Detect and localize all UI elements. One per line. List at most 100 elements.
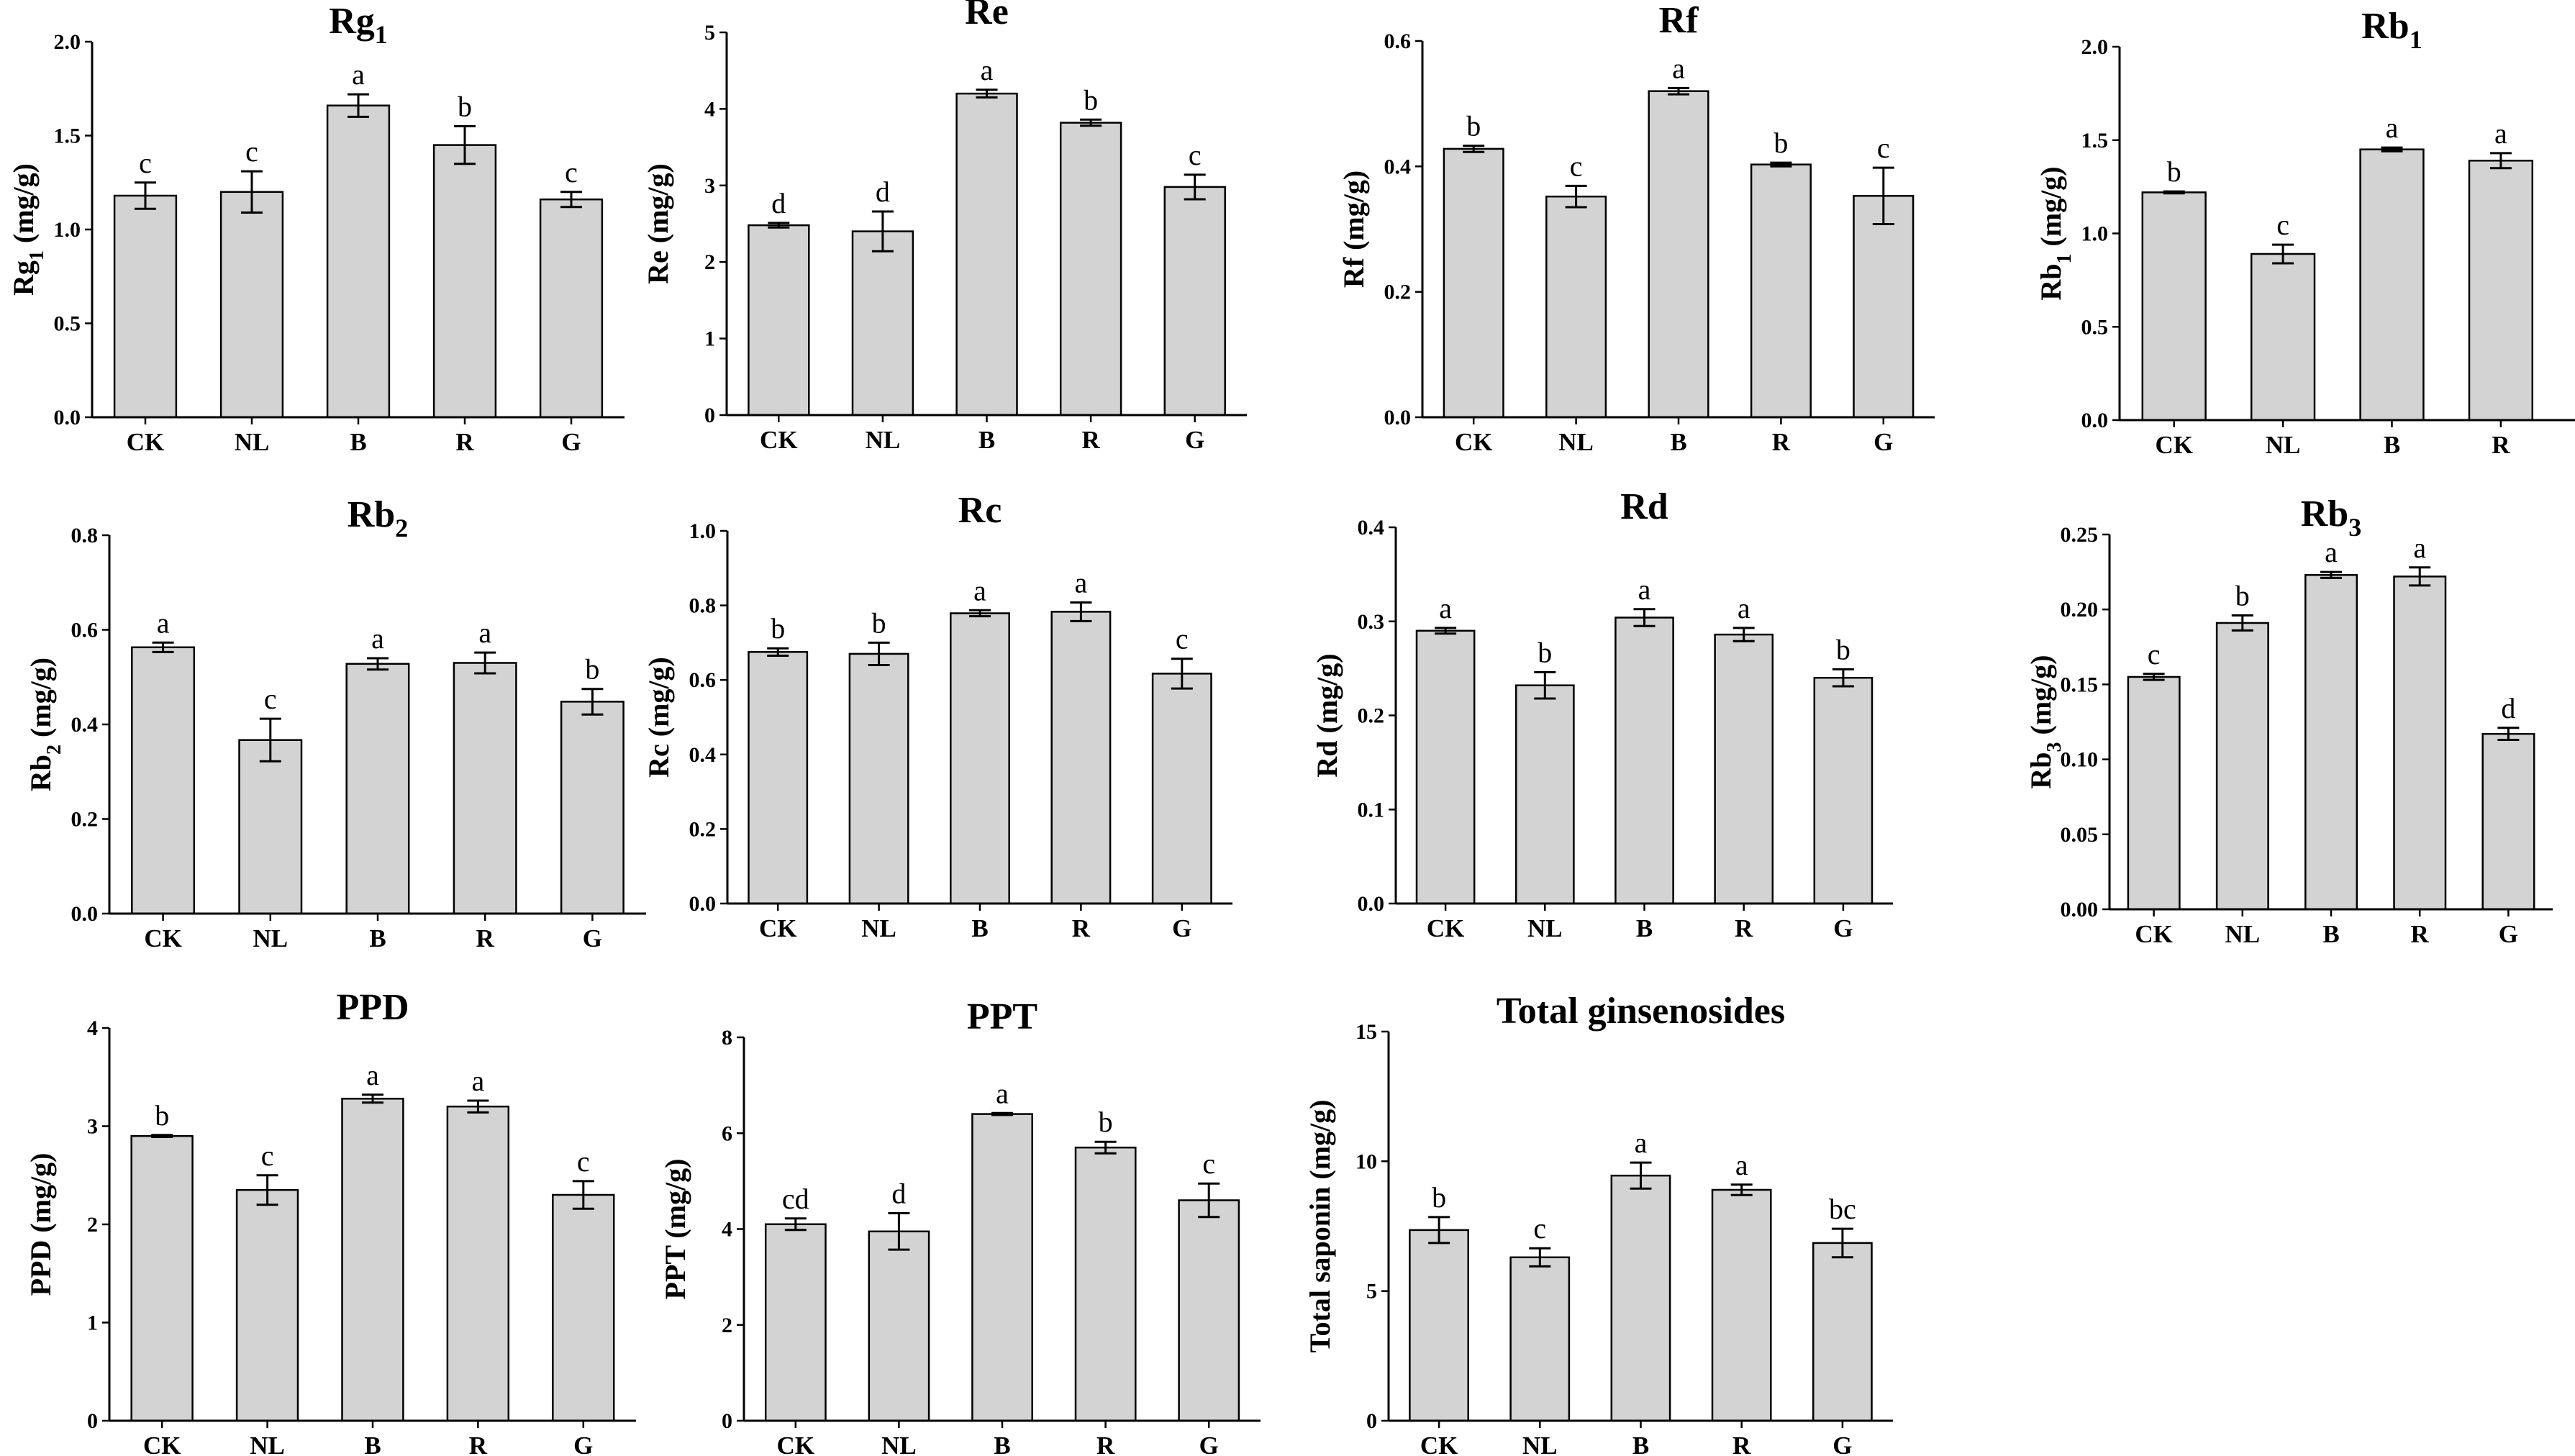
error-bar-rb2-G: [581, 688, 604, 716]
y-tick-label-ppt-2: 4: [722, 1218, 732, 1242]
error-bar-ppd-R: [467, 1099, 489, 1114]
bar-rb2-CK: [131, 646, 196, 915]
y-axis-label-text-re: Re (mg/g): [642, 163, 674, 284]
significance-letter-ppd-NL: c: [261, 1139, 274, 1172]
bar-rb3-NL: [2215, 622, 2269, 911]
bar-re-B: [955, 92, 1018, 417]
error-bar-rd-R: [1732, 627, 1755, 642]
x-tick-label-rb1-NL: NL: [2266, 431, 2301, 459]
error-bar-total-B: [1630, 1161, 1652, 1190]
significance-letter-rf-G: c: [1877, 132, 1890, 164]
x-tick-label-rg1-B: B: [350, 428, 366, 456]
y-axis-label-rd-unit: (mg/g): [1311, 653, 1343, 740]
x-tick-label-ppt-NL: NL: [881, 1432, 917, 1456]
y-axis-label-rg1-subscript: 1: [26, 250, 48, 260]
error-bar-rb3-B: [2320, 570, 2342, 579]
chart-title-rg1-subscript: 1: [375, 20, 388, 49]
significance-letter-ppt-R: b: [1099, 1106, 1113, 1138]
x-tick-label-rg1-NL: NL: [235, 428, 270, 456]
significance-letter-ppd-R: a: [472, 1065, 485, 1097]
y-tick-label-rg1-4: 2.0: [54, 30, 81, 54]
y-axis-label-rf-main: Rf: [1338, 257, 1370, 288]
bar-total-NL: [1509, 1256, 1571, 1422]
y-tick-label-rc-0: 0.0: [689, 892, 717, 916]
error-bar-ppt-B: [991, 1111, 1013, 1116]
error-bar-rg1-CK: [135, 181, 156, 210]
bar-re-R: [1059, 122, 1122, 417]
chart-title-rb3: Rb3: [2301, 493, 2361, 542]
bar-ppt-G: [1178, 1199, 1240, 1422]
significance-letter-total-CK: b: [1432, 1181, 1446, 1214]
bar-rg1-NL: [219, 191, 284, 419]
y-tick-label-re-0: 0: [704, 404, 715, 427]
y-tick-label-rg1-1: 0.5: [54, 312, 81, 336]
y-axis-label-rc-main: Rc: [642, 744, 675, 778]
significance-letter-re-NL: d: [876, 176, 890, 208]
y-axis-label-total-unit: (mg/g): [1304, 1100, 1336, 1187]
x-tick-label-total-B: B: [1632, 1432, 1649, 1456]
bar-ppt-NL: [868, 1230, 930, 1422]
x-tick-label-ppd-NL: NL: [250, 1432, 285, 1456]
bar-re-NL: [851, 230, 914, 417]
significance-letter-ppt-CK: cd: [782, 1183, 809, 1215]
y-tick-label-rb1-4: 2.0: [2081, 35, 2109, 59]
y-axis-label-rd: Rd (mg/g): [1311, 653, 1343, 777]
x-tick-label-total-G: G: [1833, 1432, 1852, 1456]
error-bar-rb1-CK: [2163, 190, 2185, 195]
x-tick-label-ppt-B: B: [994, 1432, 1010, 1456]
y-axis-label-rb3-main: Rb: [2025, 752, 2057, 788]
y-tick-label-rf-1: 0.2: [1384, 281, 1412, 304]
x-tick-label-ppd-B: B: [364, 1432, 381, 1456]
y-axis-label-re-main: Re: [642, 250, 674, 284]
bar-rf-B: [1648, 90, 1709, 419]
y-tick-label-rc-1: 0.2: [689, 817, 717, 841]
error-bar-ppd-NL: [256, 1174, 278, 1206]
y-tick-label-rb1-3: 1.5: [2081, 129, 2109, 153]
bar-total-B: [1610, 1174, 1671, 1422]
y-axis-label-ppd-main: PPD: [24, 1240, 57, 1296]
y-tick-label-re-3: 3: [704, 174, 715, 198]
bar-rc-B: [950, 612, 1010, 905]
significance-letter-ppd-G: c: [577, 1145, 590, 1178]
error-bar-ppt-CK: [784, 1217, 807, 1232]
y-tick-label-re-2: 2: [704, 250, 715, 274]
x-tick-label-rd-R: R: [1735, 914, 1753, 942]
significance-letter-re-CK: d: [771, 187, 786, 219]
x-tick-label-re-NL: NL: [866, 426, 901, 454]
bar-ppd-CK: [130, 1134, 194, 1422]
bar-ppd-B: [341, 1098, 404, 1422]
bar-rb3-CK: [2127, 675, 2181, 911]
chart-title-rb3-main: Rb: [2301, 493, 2348, 534]
x-tick-label-rg1-CK: CK: [127, 428, 165, 456]
x-tick-label-rc-CK: CK: [759, 914, 797, 942]
x-tick-label-rb3-NL: NL: [2225, 920, 2260, 948]
significance-letter-rc-B: a: [973, 574, 986, 606]
error-bar-rd-B: [1633, 608, 1656, 627]
significance-letter-rg1-R: b: [458, 90, 472, 122]
chart-title-ppd: PPD: [336, 987, 409, 1028]
x-tick-label-rg1-R: R: [455, 428, 474, 456]
y-tick-label-rb3-5: 0.25: [2061, 523, 2099, 547]
chart-title-rc: Rc: [958, 490, 1002, 531]
x-tick-label-re-B: B: [978, 426, 995, 454]
y-tick-label-rd-2: 0.2: [1358, 704, 1385, 728]
chart-title-re: Re: [965, 0, 1009, 32]
x-tick-label-rc-G: G: [1172, 914, 1191, 942]
chart-title-rf: Rf: [1659, 0, 1699, 41]
bar-rf-R: [1750, 163, 1812, 419]
error-bar-rb2-B: [367, 657, 389, 671]
x-tick-label-rb3-B: B: [2322, 920, 2339, 948]
error-bar-ppd-CK: [151, 1134, 173, 1138]
y-tick-label-rb1-2: 1.0: [2081, 222, 2109, 246]
y-tick-label-re-4: 4: [704, 97, 715, 121]
chart-title-rb1: Rb1: [2361, 6, 2422, 54]
significance-letter-rb2-G: b: [585, 653, 599, 686]
significance-letter-rd-CK: a: [1439, 592, 1452, 624]
bar-ppt-CK: [764, 1223, 827, 1422]
bar-re-G: [1163, 186, 1226, 417]
y-axis-label-text-rb3: Rb3 (mg/g): [2025, 655, 2066, 788]
y-axis-label-rb3: Rb3 (mg/g): [2025, 655, 2066, 788]
